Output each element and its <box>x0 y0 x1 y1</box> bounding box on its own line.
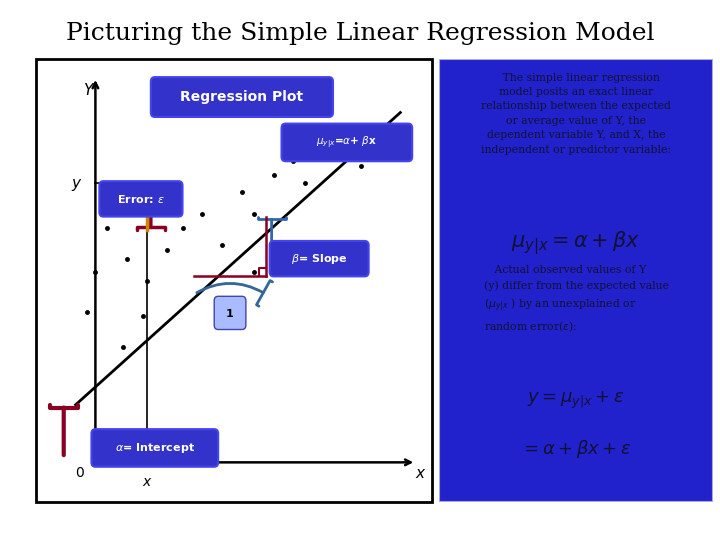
Text: 1: 1 <box>226 309 234 319</box>
Text: Y: Y <box>83 83 92 98</box>
Text: Actual observed values of Y
(y) differ from the expected value
($\mu_{y|x}$ ) by: Actual observed values of Y (y) differ f… <box>484 265 668 334</box>
FancyBboxPatch shape <box>282 124 413 161</box>
Text: $y = \mu_{y|x}  +  \varepsilon$: $y = \mu_{y|x} + \varepsilon$ <box>527 390 625 411</box>
Text: Picturing the Simple Linear Regression Model: Picturing the Simple Linear Regression M… <box>66 22 654 45</box>
Text: x: x <box>415 466 425 481</box>
FancyBboxPatch shape <box>215 296 246 329</box>
Text: Error: $\varepsilon$: Error: $\varepsilon$ <box>117 193 165 205</box>
Text: $\mu_{y|x}$=$\alpha$+ $\beta$x: $\mu_{y|x}$=$\alpha$+ $\beta$x <box>316 134 377 150</box>
Text: Regression Plot: Regression Plot <box>180 90 304 104</box>
Text: y: y <box>71 176 80 191</box>
Text: 0: 0 <box>75 467 84 481</box>
FancyBboxPatch shape <box>91 429 218 467</box>
FancyBboxPatch shape <box>151 77 333 117</box>
Text: $\alpha$= Intercept: $\alpha$= Intercept <box>114 441 195 455</box>
Text: $\beta$= Slope: $\beta$= Slope <box>291 252 348 266</box>
Text: $= \alpha+ \beta x+  \varepsilon$: $= \alpha+ \beta x+ \varepsilon$ <box>521 438 631 460</box>
FancyBboxPatch shape <box>99 181 183 217</box>
Text: x: x <box>143 475 151 489</box>
FancyBboxPatch shape <box>269 241 369 276</box>
Text: $\mu_{y|x}= \alpha+\beta x$: $\mu_{y|x}= \alpha+\beta x$ <box>511 230 641 257</box>
Text: The simple linear regression
model posits an exact linear
relationship between t: The simple linear regression model posit… <box>481 73 671 154</box>
